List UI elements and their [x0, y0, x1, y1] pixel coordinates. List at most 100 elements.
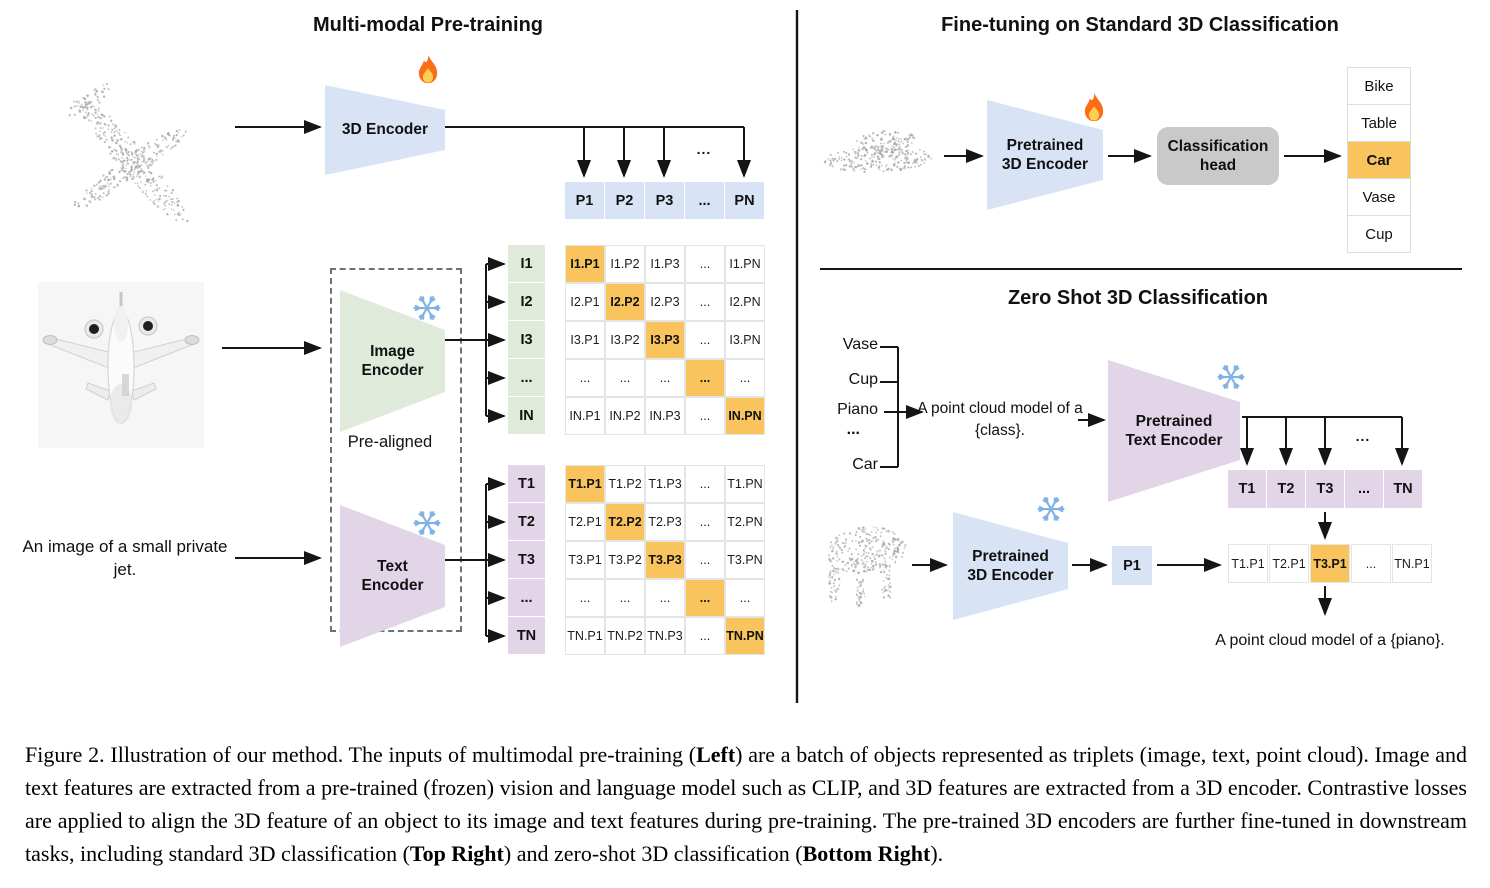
sim-cell: ...: [1351, 544, 1391, 583]
matrix-cell: T3.P2: [605, 541, 645, 579]
matrix-cell: ...: [645, 579, 685, 617]
encoder-3d-label: 3D Encoder: [341, 121, 429, 139]
fire-icon: [414, 54, 442, 86]
car-point-cloud: [820, 115, 940, 185]
text-feature-col: T1 T2 T3... TN: [508, 465, 545, 654]
matrix-cell: IN.P1: [565, 397, 605, 435]
matrix-cell: T2.PN: [725, 503, 765, 541]
matrix-cell: ...: [685, 503, 725, 541]
matrix-cell: T3.P3: [645, 541, 685, 579]
matrix-cell: ...: [565, 359, 605, 397]
matrix-cell: ...: [685, 617, 725, 655]
figure-caption: Figure 2. Illustration of our method. Th…: [25, 742, 1467, 866]
text-encoder-label: Text Encoder: [361, 557, 424, 594]
matrix-cell: T2.P1: [565, 503, 605, 541]
p-cell: ...: [685, 182, 724, 219]
p-cell: P2: [605, 182, 644, 219]
matrix-cell: ...: [685, 397, 725, 435]
zs-class-label: Cup: [848, 371, 878, 388]
matrix-cell: ...: [605, 359, 645, 397]
matrix-cell: I3.PN: [725, 321, 765, 359]
class-cell: Vase: [1347, 178, 1411, 216]
matrix-cell: I1.P1: [565, 245, 605, 283]
zeroshot-t-row: T1 T2 T3... TN: [1228, 470, 1422, 508]
encoder-3d: 3D Encoder: [325, 85, 445, 175]
matrix-cell: TN.P1: [565, 617, 605, 655]
i-cell: I1: [508, 245, 545, 282]
snowflake-icon: [1216, 362, 1246, 397]
matrix-cell: ...: [725, 579, 765, 617]
result-text: A point cloud model of a {piano}.: [1215, 632, 1445, 649]
matrix-cell: ...: [685, 541, 725, 579]
prealigned-box: [330, 268, 462, 632]
pretrained-text-encoder: Pretrained Text Encoder: [1108, 360, 1240, 502]
matrix-cell: ...: [685, 359, 725, 397]
pretraining-title: Multi-modal Pre-training: [313, 14, 543, 36]
class-cell: Table: [1347, 104, 1411, 142]
pretrained-3d-encoder-finetune: Pretrained 3D Encoder: [987, 100, 1103, 210]
pretrained-3d-encoder-label: Pretrained 3D Encoder: [1001, 136, 1089, 173]
image-feature-col: I1 I2 I3... IN: [508, 245, 545, 434]
zs-class-label: Vase: [842, 336, 878, 353]
matrix-cell: ...: [685, 579, 725, 617]
p1-feature-cell: P1: [1112, 546, 1152, 585]
image-encoder: Image Encoder: [340, 290, 445, 432]
airplane-point-cloud: [35, 48, 235, 238]
t-cell: T1: [508, 465, 545, 502]
airplane-photo: [38, 282, 204, 448]
matrix-cell: I1.P2: [605, 245, 645, 283]
pretrained-3d-encoder-zeroshot: Pretrained 3D Encoder: [953, 512, 1068, 620]
pretrained-text-encoder-label: Pretrained Text Encoder: [1125, 412, 1223, 449]
p-cell: P1: [565, 182, 604, 219]
zs-class-label: Piano: [837, 401, 878, 418]
matrix-cell: I3.P2: [605, 321, 645, 359]
matrix-cell: TN.P2: [605, 617, 645, 655]
fire-icon: [1080, 92, 1108, 124]
snowflake-icon: [1036, 494, 1066, 529]
prompt-text: A point cloud model of a {class}.: [917, 400, 1083, 439]
zs-class-label: Car: [852, 456, 878, 473]
matrix-cell: ...: [685, 321, 725, 359]
snowflake-icon: [412, 293, 442, 328]
matrix-cell: T2.P3: [645, 503, 685, 541]
pretrained-3d-encoder-zs-label: Pretrained 3D Encoder: [967, 547, 1054, 584]
matrix-cell: I2.P1: [565, 283, 605, 321]
p-feature-row: P1 P2 P3... PN: [565, 182, 764, 219]
p-cell: P3: [645, 182, 684, 219]
i-cell: I2: [508, 283, 545, 320]
t-cell: T1: [1228, 470, 1266, 508]
matrix-cell: T3.P1: [565, 541, 605, 579]
p-row-ellipsis: ...: [696, 141, 712, 157]
matrix-cell: TN.P3: [645, 617, 685, 655]
matrix-cell: I2.P3: [645, 283, 685, 321]
matrix-cell: T1.PN: [725, 465, 765, 503]
t-cell: T2: [508, 503, 545, 540]
t-cell: T2: [1267, 470, 1305, 508]
sim-cell: TN.P1: [1392, 544, 1432, 583]
zeroshot-title: Zero Shot 3D Classification: [1007, 287, 1269, 309]
t-cell: T3: [508, 541, 545, 578]
t-cell: TN: [1384, 470, 1422, 508]
sim-cell: T2.P1: [1269, 544, 1309, 583]
matrix-cell: T1.P1: [565, 465, 605, 503]
matrix-cell: ...: [685, 245, 725, 283]
finetune-title: Fine-tuning on Standard 3D Classificatio…: [941, 14, 1339, 36]
classification-head: Classification head: [1157, 127, 1279, 185]
t-cell: T3: [1306, 470, 1344, 508]
zeroshot-similarity-row: T1.P1 T2.P1 T3.P1... TN.P1: [1228, 544, 1432, 583]
image-encoder-label: Image Encoder: [361, 342, 424, 379]
image-point-similarity-matrix: I1.P1 I1.P2 I1.P3... I1.PN I2.P1 I2.P2 I2.P3..…: [565, 245, 765, 435]
matrix-cell: T2.P2: [605, 503, 645, 541]
t-cell: TN: [508, 617, 545, 654]
matrix-cell: ...: [605, 579, 645, 617]
text-encoder: Text Encoder: [340, 505, 445, 647]
matrix-cell: I3.P1: [565, 321, 605, 359]
matrix-cell: I1.P3: [645, 245, 685, 283]
matrix-cell: IN.PN: [725, 397, 765, 435]
matrix-cell: ...: [685, 465, 725, 503]
matrix-cell: T3.PN: [725, 541, 765, 579]
matrix-cell: T1.P2: [605, 465, 645, 503]
i-cell: ...: [508, 359, 545, 396]
jet-caption: An image of a small private jet.: [22, 537, 228, 579]
